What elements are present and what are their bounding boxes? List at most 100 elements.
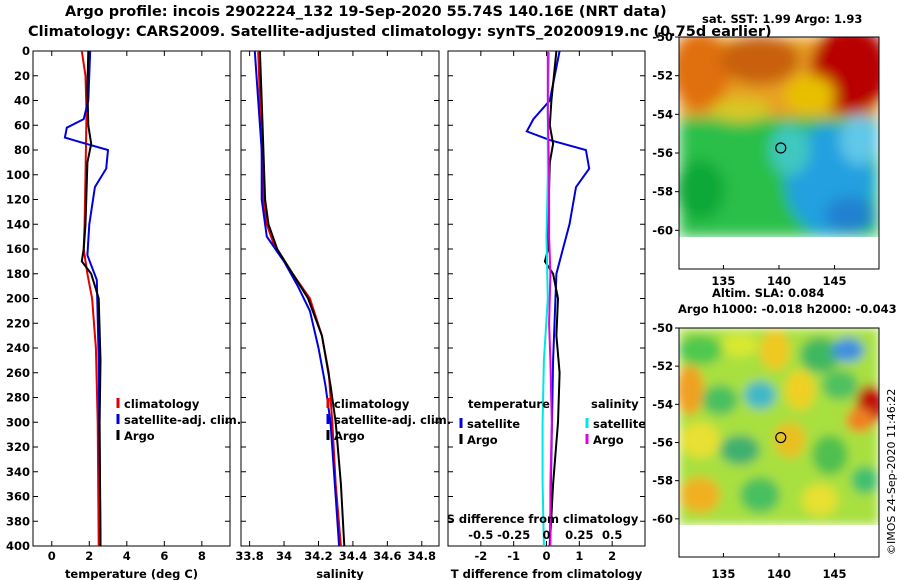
y-tick-label: 300 <box>6 415 30 429</box>
sla-map-subtitle: Argo h1000: -0.018 h2000: -0.043 <box>678 302 897 316</box>
series-line-argo <box>80 51 102 546</box>
x-axis-label: T difference from climatology <box>451 567 643 580</box>
x-tick-label: 0 <box>48 549 56 563</box>
y-tick-label: 100 <box>6 168 30 182</box>
series-line-argo <box>258 51 346 546</box>
y-tick-label: 220 <box>6 316 30 330</box>
y-tick-label: 240 <box>6 341 30 355</box>
sla-map <box>679 328 879 557</box>
legend-label: Argo <box>124 429 155 443</box>
x-tick-label: 2 <box>85 549 93 563</box>
panel-salinity: 33.8 34 34.2 34.4 34.6 34.8 salinity climatolog… <box>235 50 451 580</box>
series-line-t-satellite <box>525 51 591 546</box>
series-line-s-argo <box>546 51 553 546</box>
y-tick-label: 60 <box>14 118 30 132</box>
legend-label: climatology <box>334 397 410 411</box>
map-y-tick-label: -52 <box>652 359 673 373</box>
map-y-tick-label: -50 <box>652 321 673 335</box>
sla-map-title: Altim. SLA: 0.084 <box>712 286 825 300</box>
y-tick-label: 340 <box>6 465 30 479</box>
panel-frame <box>447 50 646 547</box>
legend-label: climatology <box>124 397 200 411</box>
legend-label: satellite-adj. clim. <box>334 413 451 427</box>
series-group <box>253 51 346 546</box>
x-tick-label: -1 <box>507 549 520 563</box>
x-tick-label: 34 <box>276 549 292 563</box>
map-y-tick-label: -50 <box>652 30 673 44</box>
y-tick-label: 140 <box>6 217 30 231</box>
legend-label: Argo <box>593 433 624 447</box>
x-tick-label: 0 <box>542 549 550 563</box>
y-tick-label: 40 <box>14 94 30 108</box>
map-x-tick-label: 135 <box>711 274 735 288</box>
sst-map-title: sat. SST: 1.99 Argo: 1.93 <box>702 12 863 26</box>
y-tick-label: 360 <box>6 490 30 504</box>
y-tick-label: 120 <box>6 193 30 207</box>
x-tick-label: 33.8 <box>235 549 263 563</box>
panel-difference: -2 -1 0 1 2 T difference from climatology temp… <box>447 50 646 580</box>
map-x-tick-label: 145 <box>823 274 847 288</box>
y-tick-label: 0 <box>22 44 30 58</box>
panel-temperature: 0204060801001201401601802002202402602803… <box>6 44 241 580</box>
argo-position-marker <box>775 431 787 444</box>
series-line-satellite-adj-clim- <box>63 51 110 546</box>
x-tick-label: 8 <box>198 549 206 563</box>
map-y-tick-label: -52 <box>652 69 673 83</box>
map-y-tick-label: -54 <box>652 107 673 121</box>
legend-label: Argo <box>467 433 498 447</box>
x-tick-label: -2 <box>474 549 487 563</box>
panel-frame <box>32 50 231 547</box>
y-tick-label: 320 <box>6 440 30 454</box>
x-tick-label: 34.8 <box>408 549 436 563</box>
y-tick-label: 380 <box>6 514 30 528</box>
map-y-tick-label: -60 <box>652 512 673 526</box>
series-line-t-argo <box>543 51 561 546</box>
title-line-1: Argo profile: incois 2902224_132 19-Sep-… <box>65 4 667 20</box>
y-tick-label: 280 <box>6 391 30 405</box>
map-x-tick-label: 135 <box>711 567 735 580</box>
x-axis-label: temperature (deg C) <box>65 567 198 580</box>
y-tick-label: 80 <box>14 143 30 157</box>
x-tick-label: 34.2 <box>304 549 332 563</box>
secondary-tick-label: 0.25 <box>565 528 593 542</box>
series-line-climatology <box>80 51 100 546</box>
map-y-tick-label: -54 <box>652 397 673 411</box>
x-tick-label: 6 <box>160 549 168 563</box>
map-y-tick-label: -56 <box>652 146 673 160</box>
map-y-tick-label: -58 <box>652 474 673 488</box>
map-x-tick-label: 145 <box>823 567 847 580</box>
y-tick-label: 200 <box>6 292 30 306</box>
map-axes-sla_map: -50 -52 -54 -56 -58 -60 135 140 145 <box>652 321 880 580</box>
x-tick-label: 34.6 <box>373 549 401 563</box>
map-x-tick-label: 140 <box>767 567 791 580</box>
map-x-tick-label: 140 <box>767 274 791 288</box>
x-tick-label: 34.4 <box>339 549 367 563</box>
y-tick-label: 20 <box>14 69 30 83</box>
legend-label: Argo <box>334 429 365 443</box>
title-line-2: Climatology: CARS2009. Satellite-adjuste… <box>28 24 772 40</box>
map-y-tick-label: -56 <box>652 436 673 450</box>
y-tick-label: 180 <box>6 267 30 281</box>
series-group <box>525 51 591 546</box>
y-tick-label: 260 <box>6 366 30 380</box>
legend-label: satellite <box>593 417 646 431</box>
map-y-tick-label: -60 <box>652 223 673 237</box>
legend-label: satellite-adj. clim. <box>124 413 241 427</box>
argo-position-marker <box>775 142 787 154</box>
x-tick-label: 1 <box>575 549 583 563</box>
secondary-tick-label: -0.25 <box>497 528 530 542</box>
legend-label: satellite <box>467 417 520 431</box>
map-y-tick-label: -58 <box>652 185 673 199</box>
secondary-tick-label: 0 <box>542 528 550 542</box>
legend-title-salinity: salinity <box>591 397 639 411</box>
map-axes-sst_map: -50 -52 -54 -56 -58 -60 135 140 145 <box>652 30 880 288</box>
series-group <box>63 51 110 546</box>
legend-title-temperature: temperature <box>468 397 550 411</box>
y-tick-label: 400 <box>6 539 30 553</box>
y-tick-label: 160 <box>6 242 30 256</box>
series-line-satellite-adj-clim- <box>253 51 341 546</box>
series-line-climatology <box>257 51 342 546</box>
sst-map <box>679 37 879 269</box>
secondary-axis-title: S difference from climatology <box>447 512 639 526</box>
